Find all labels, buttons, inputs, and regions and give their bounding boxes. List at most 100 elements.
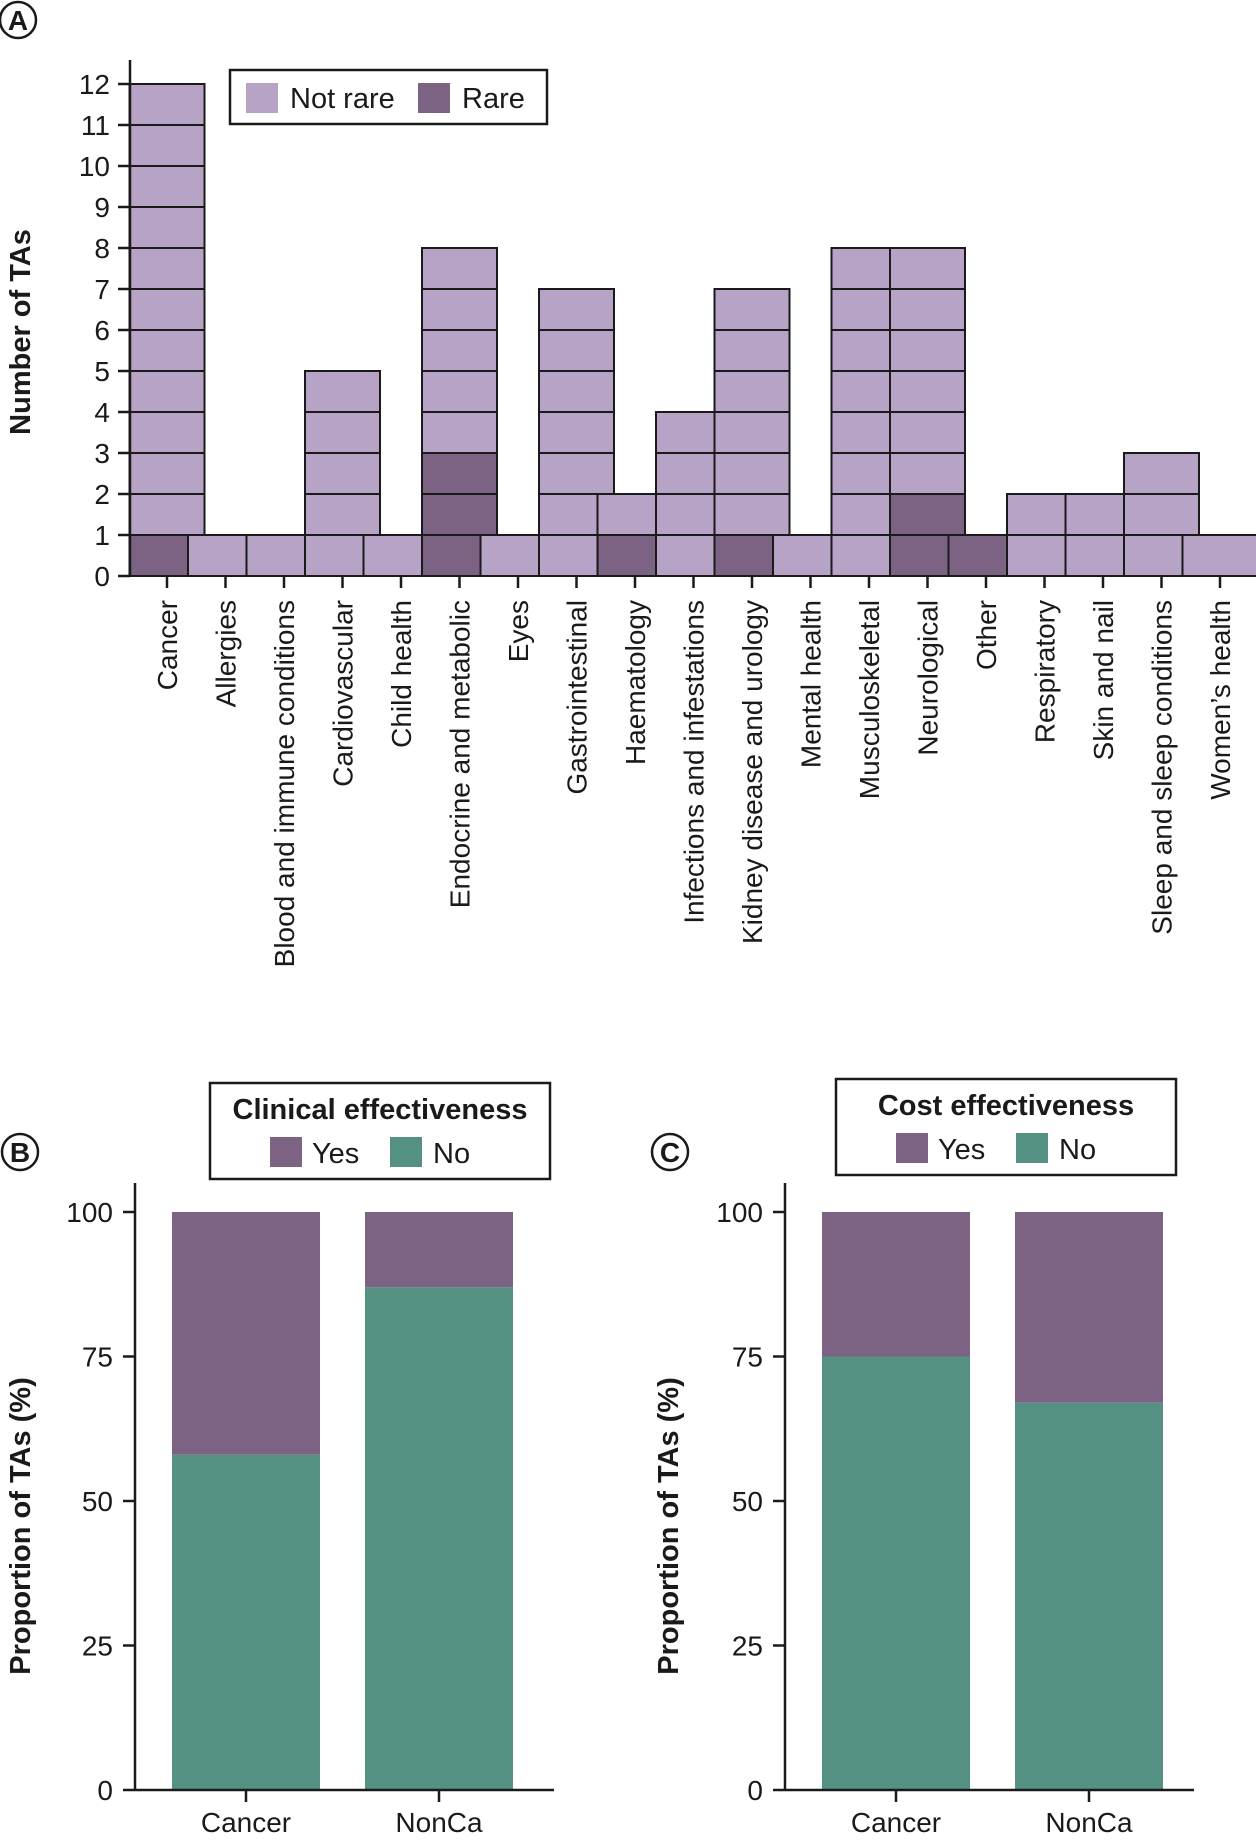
y-tick-label: 75	[732, 1342, 763, 1373]
y-tick-label: 12	[79, 69, 110, 100]
x-tick-label-haematology: Haematology	[620, 600, 651, 765]
y-tick-label: 0	[747, 1775, 763, 1806]
legend-box	[208, 1081, 552, 1181]
panel-letter-circle	[0, 1132, 40, 1172]
y-axis-label: Proportion of TAs (%)	[5, 1377, 37, 1674]
bar-segment-not-rare-gastrointestinal	[538, 411, 615, 454]
legend-label-rare: Rare	[462, 83, 525, 115]
bar-segment-no-cancer	[822, 1356, 970, 1790]
legend-swatch-no	[390, 1137, 422, 1167]
bar-segment-not-rare-neurological	[889, 370, 966, 413]
bar-segment-not-rare-cardiovascular	[304, 370, 381, 413]
bar-segment-not-rare-neurological	[889, 452, 966, 495]
legend-title: Cost effectiveness	[878, 1090, 1134, 1122]
x-tick-label-child-health: Child health	[386, 600, 417, 748]
y-tick-label: 2	[94, 479, 110, 510]
y-tick-label: 8	[94, 233, 110, 264]
bar-segment-not-rare-endocrine-and-metabolic	[421, 288, 498, 331]
bar-segment-not-rare-cancer	[128, 124, 206, 167]
y-tick-label: 100	[66, 1197, 113, 1228]
bar-segment-not-rare-cancer	[128, 329, 206, 372]
panel-letter: B	[10, 1137, 30, 1168]
legend-label-yes: Yes	[312, 1138, 359, 1170]
y-tick-label: 100	[716, 1197, 763, 1228]
x-tick-label-mental-health: Mental health	[796, 600, 827, 768]
y-ticks: 0 25 50 75 100	[66, 1197, 135, 1806]
panel-c: C Proportion of TAs (%) 0 25 50 75 100 Cance…	[650, 1077, 1194, 1838]
y-axis-label: Proportion of TAs (%)	[653, 1377, 685, 1674]
x-tick-label-eyes: Eyes	[503, 600, 534, 662]
y-tick-label: 0	[94, 561, 110, 592]
x-tick-label-nonca: NonCa	[395, 1807, 483, 1838]
bars	[128, 83, 1256, 577]
x-tick-label-infections-and-infestations: Infections and infestations	[679, 600, 710, 924]
bar-segment-no-nonca	[365, 1287, 513, 1790]
bar-segment-not-rare-cancer	[128, 206, 206, 249]
bar-segment-not-rare-cancer	[128, 165, 206, 208]
bar-segment-rare-endocrine-and-metabolic	[421, 452, 498, 495]
x-ticks: Cancer NonCa	[851, 1790, 1133, 1838]
y-tick-label: 4	[94, 397, 110, 428]
bar-segment-not-rare-cancer	[128, 247, 206, 290]
y-tick-label: 3	[94, 438, 110, 469]
x-tick-label-cancer: Cancer	[851, 1807, 941, 1838]
x-tick-label-women-s-health: Women’s health	[1205, 600, 1236, 800]
legend-label-yes: Yes	[938, 1134, 985, 1166]
bar-segment-not-rare-kidney-disease-and-urology	[713, 452, 791, 495]
legend-swatch-yes	[270, 1137, 302, 1167]
x-tick-label-respiratory: Respiratory	[1030, 600, 1061, 743]
x-tick-label-cancer: Cancer	[201, 1807, 291, 1838]
y-tick-label: 5	[94, 356, 110, 387]
y-tick-label: 9	[94, 192, 110, 223]
panel-letter: C	[660, 1137, 680, 1168]
bar-segment-not-rare-sleep-and-sleep-conditions	[1123, 493, 1200, 536]
panel-letter-circle	[650, 1132, 690, 1172]
legend-swatch-rare	[418, 83, 450, 113]
bar-segment-not-rare-neurological	[889, 288, 966, 331]
bar-segment-not-rare-endocrine-and-metabolic	[421, 370, 498, 413]
legend-swatch-no	[1016, 1133, 1048, 1163]
bar-segment-not-rare-cancer	[128, 83, 206, 126]
bars	[172, 1212, 513, 1790]
bar-segment-not-rare-kidney-disease-and-urology	[713, 411, 791, 454]
bar-segment-not-rare-kidney-disease-and-urology	[713, 493, 791, 536]
bar-segment-not-rare-endocrine-and-metabolic	[421, 329, 498, 372]
y-tick-label: 50	[82, 1486, 113, 1517]
y-tick-label: 0	[97, 1775, 113, 1806]
legend: Clinical effectiveness Yes No	[208, 1081, 552, 1181]
bar-segment-not-rare-cancer	[128, 493, 206, 536]
bars	[822, 1212, 1163, 1790]
bar-segment-not-rare-cancer	[128, 411, 206, 454]
legend-title: Clinical effectiveness	[233, 1094, 528, 1126]
y-tick-label: 11	[81, 110, 110, 141]
bar-segment-yes-nonca	[365, 1212, 513, 1288]
bar-segment-not-rare-neurological	[889, 329, 966, 372]
bar-segment-not-rare-women-s-health	[1181, 534, 1256, 577]
x-tick-label-other: Other	[971, 600, 1002, 670]
legend-swatch-not-rare	[246, 83, 278, 113]
bar-segment-not-rare-kidney-disease-and-urology	[713, 370, 791, 413]
bar-segment-no-cancer	[172, 1454, 320, 1790]
x-tick-label-allergies: Allergies	[211, 600, 242, 707]
x-ticks: Cancer NonCa	[201, 1790, 483, 1838]
legend: Not rare Rare	[228, 68, 549, 126]
x-tick-label-endocrine-and-metabolic: Endocrine and metabolic	[445, 600, 476, 908]
bar-segment-not-rare-gastrointestinal	[538, 329, 615, 372]
bar-segment-not-rare-gastrointestinal	[538, 370, 615, 413]
x-tick-label-cancer: Cancer	[152, 600, 183, 690]
y-tick-label: 7	[94, 274, 110, 305]
x-ticks: Cancer Allergies Blood and immune conditio…	[152, 576, 1236, 967]
bar-segment-yes-cancer	[172, 1212, 320, 1455]
bar-segment-not-rare-endocrine-and-metabolic	[421, 411, 498, 454]
bar-segment-not-rare-sleep-and-sleep-conditions	[1123, 452, 1200, 495]
legend-box	[834, 1077, 1178, 1177]
bar-segment-not-rare-cardiovascular	[304, 452, 381, 495]
y-ticks: 0 25 50 75 100	[716, 1197, 785, 1806]
y-tick-label: 50	[732, 1486, 763, 1517]
y-tick-label: 6	[94, 315, 110, 346]
x-tick-label-kidney-disease-and-urology: Kidney disease and urology	[737, 600, 768, 944]
x-tick-label-sleep-and-sleep-conditions: Sleep and sleep conditions	[1147, 600, 1178, 935]
